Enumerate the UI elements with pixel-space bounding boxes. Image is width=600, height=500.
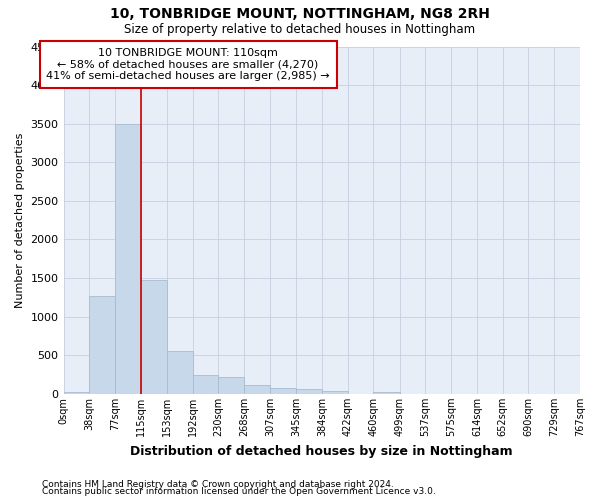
Bar (64, 392, 89, 394)
Bar (270, 388, 296, 394)
Bar (373, 392, 400, 394)
Bar (141, 280, 167, 394)
Y-axis label: Number of detached properties: Number of detached properties (15, 132, 25, 308)
Bar (244, 385, 270, 394)
Bar (115, 124, 141, 394)
Text: Contains HM Land Registry data © Crown copyright and database right 2024.: Contains HM Land Registry data © Crown c… (42, 480, 394, 489)
Bar (322, 391, 347, 394)
Bar (167, 350, 193, 394)
Bar (296, 390, 322, 394)
Text: Contains public sector information licensed under the Open Government Licence v3: Contains public sector information licen… (42, 488, 436, 496)
Bar (218, 378, 244, 394)
Text: 10, TONBRIDGE MOUNT, NOTTINGHAM, NG8 2RH: 10, TONBRIDGE MOUNT, NOTTINGHAM, NG8 2RH (110, 8, 490, 22)
Text: 10 TONBRIDGE MOUNT: 110sqm
← 58% of detached houses are smaller (4,270)
41% of s: 10 TONBRIDGE MOUNT: 110sqm ← 58% of deta… (46, 48, 330, 81)
Text: Size of property relative to detached houses in Nottingham: Size of property relative to detached ho… (124, 22, 476, 36)
X-axis label: Distribution of detached houses by size in Nottingham: Distribution of detached houses by size … (130, 444, 513, 458)
Bar (193, 376, 218, 394)
Bar (89, 296, 115, 394)
